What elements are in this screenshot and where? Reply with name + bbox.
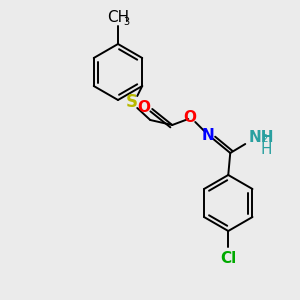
- Text: NH: NH: [248, 130, 274, 145]
- Text: N: N: [202, 128, 214, 142]
- Text: O: O: [138, 100, 151, 115]
- Text: 3: 3: [123, 17, 129, 27]
- Text: 2: 2: [261, 134, 268, 144]
- Text: CH: CH: [107, 10, 129, 25]
- Text: H: H: [260, 142, 272, 157]
- Text: O: O: [184, 110, 197, 124]
- Text: S: S: [126, 93, 138, 111]
- Text: Cl: Cl: [220, 251, 236, 266]
